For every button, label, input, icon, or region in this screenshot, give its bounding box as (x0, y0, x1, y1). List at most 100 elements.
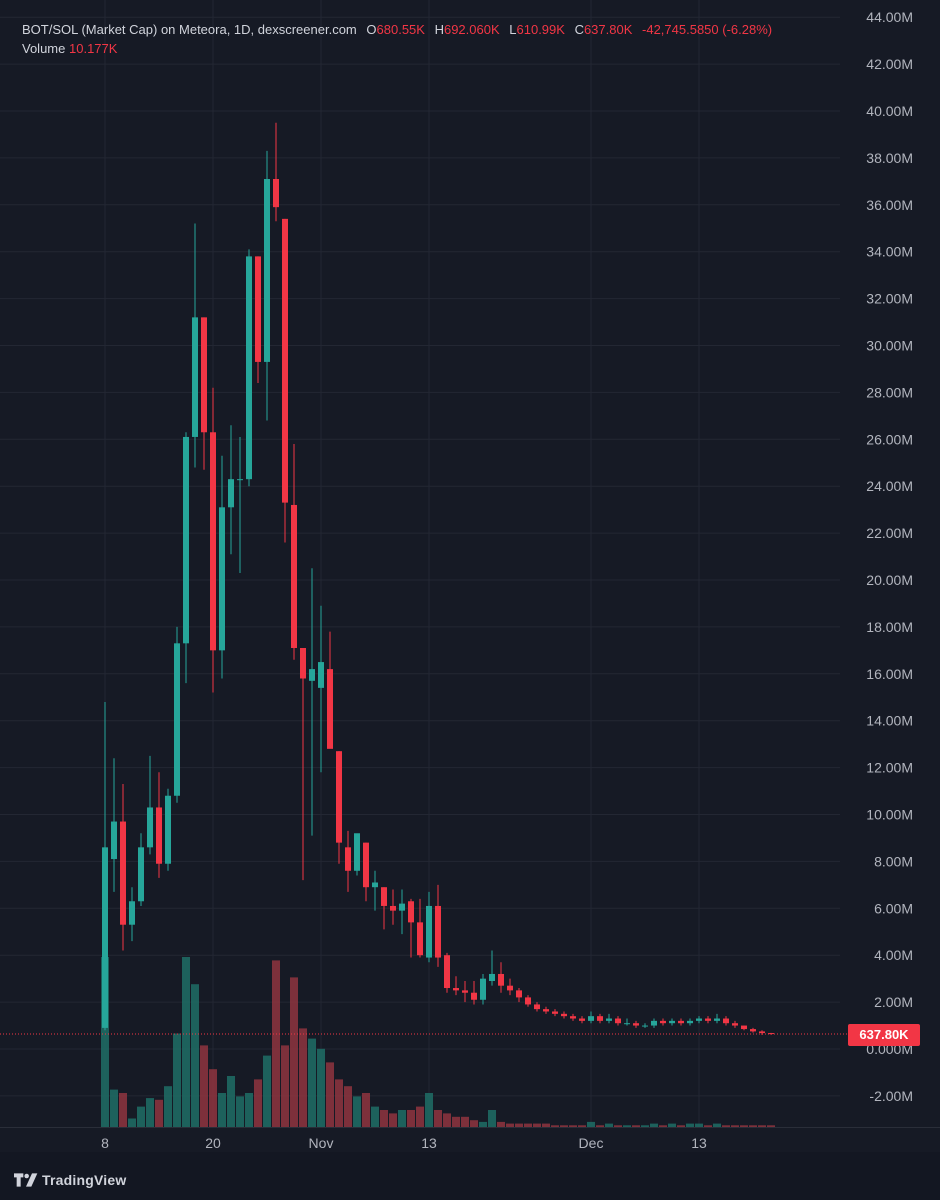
legend-close-value: 637.80K (583, 22, 633, 37)
candle-body[interactable] (489, 973, 495, 981)
candle-body[interactable] (237, 479, 243, 481)
candle-body[interactable] (669, 1020, 675, 1024)
candle-body[interactable] (597, 1016, 603, 1021)
price-axis-label: 8.00M (874, 853, 913, 869)
price-axis-label: 32.00M (866, 291, 913, 307)
time-axis-label: 20 (205, 1135, 221, 1151)
candle-body[interactable] (102, 847, 108, 1028)
legend-symbol[interactable]: BOT/SOL (Market Cap) on Meteora, 1D, dex… (22, 22, 357, 37)
candle-body[interactable] (372, 882, 378, 888)
volume-bar (668, 1123, 676, 1127)
candle-body[interactable] (174, 643, 180, 796)
candle-body[interactable] (570, 1016, 576, 1019)
candle-body[interactable] (471, 992, 477, 1000)
candle-body[interactable] (588, 1016, 594, 1021)
candle-body[interactable] (210, 432, 216, 651)
volume-bar (596, 1125, 604, 1127)
candle-body[interactable] (381, 887, 387, 906)
candle-body[interactable] (696, 1018, 702, 1021)
candle-body[interactable] (633, 1023, 639, 1026)
candle-body[interactable] (741, 1025, 747, 1030)
candle-body[interactable] (273, 179, 279, 208)
footer-bar (0, 1152, 940, 1200)
candle-body[interactable] (255, 256, 261, 362)
tradingview-brand[interactable]: TradingView (14, 1168, 126, 1192)
candle-body[interactable] (120, 821, 126, 925)
candle-body[interactable] (723, 1018, 729, 1024)
candle-body[interactable] (291, 504, 297, 649)
candle-body[interactable] (129, 901, 135, 925)
volume-bar (164, 1086, 172, 1127)
candle-body[interactable] (759, 1031, 765, 1034)
candle-body[interactable] (327, 669, 333, 749)
candle-body[interactable] (453, 988, 459, 991)
price-axis-label: 18.00M (866, 619, 913, 635)
candle-body[interactable] (561, 1013, 567, 1017)
candle-body[interactable] (318, 662, 324, 688)
candle-body[interactable] (579, 1018, 585, 1021)
candle-body[interactable] (480, 978, 486, 1000)
candle-body[interactable] (651, 1020, 657, 1026)
candle-body[interactable] (435, 905, 441, 958)
candle-body[interactable] (192, 317, 198, 437)
candle-body[interactable] (624, 1023, 630, 1025)
volume-bar (722, 1125, 730, 1127)
candle-body[interactable] (363, 842, 369, 888)
candle-body[interactable] (732, 1023, 738, 1026)
candle-body[interactable] (462, 990, 468, 993)
time-axis[interactable]: 8 20 Nov 13 Dec 13 (101, 1135, 707, 1151)
candle-body[interactable] (282, 218, 288, 503)
chart-legend: BOT/SOL (Market Cap) on Meteora, 1D, dex… (22, 20, 772, 58)
candle-body[interactable] (156, 807, 162, 864)
candle-body[interactable] (264, 179, 270, 362)
volume-bar (308, 1038, 316, 1127)
candle-body[interactable] (111, 821, 117, 860)
candle-body[interactable] (714, 1018, 720, 1021)
candle-body[interactable] (525, 997, 531, 1005)
candle-body[interactable] (345, 847, 351, 871)
candle-body[interactable] (300, 648, 306, 679)
candle-body[interactable] (642, 1025, 648, 1027)
candle-layer (102, 122, 774, 1035)
candle-body[interactable] (201, 317, 207, 433)
candle-body[interactable] (615, 1018, 621, 1024)
candle-body[interactable] (705, 1018, 711, 1021)
candle-body[interactable] (678, 1020, 684, 1024)
candle-body[interactable] (552, 1011, 558, 1014)
price-axis-label: 22.00M (866, 525, 913, 541)
candle-body[interactable] (354, 833, 360, 871)
candle-body[interactable] (219, 507, 225, 651)
candle-body[interactable] (534, 1004, 540, 1010)
candle-body[interactable] (426, 905, 432, 958)
candle-body[interactable] (183, 436, 189, 644)
candle-body[interactable] (417, 922, 423, 956)
candle-body[interactable] (543, 1009, 549, 1012)
price-axis[interactable]: 44.00M 42.00M 40.00M 38.00M 36.00M 34.00M 32.0… (866, 9, 913, 1104)
candle-body[interactable] (228, 479, 234, 508)
volume-bar (461, 1116, 469, 1127)
candle-body[interactable] (516, 990, 522, 998)
candle-body[interactable] (390, 905, 396, 911)
candle-body[interactable] (750, 1029, 756, 1032)
candle-body[interactable] (138, 847, 144, 902)
candle-body[interactable] (507, 985, 513, 991)
candle-body[interactable] (606, 1018, 612, 1021)
candle-body[interactable] (336, 751, 342, 843)
candle-body[interactable] (687, 1020, 693, 1024)
candle-body[interactable] (408, 901, 414, 923)
candle-body[interactable] (165, 795, 171, 864)
legend-volume-label[interactable]: Volume (22, 41, 66, 56)
candle-body[interactable] (246, 256, 252, 480)
price-axis-label: 4.00M (874, 947, 913, 963)
candle-body[interactable] (498, 973, 504, 986)
time-axis-label: 13 (691, 1135, 707, 1151)
candle-body[interactable] (660, 1020, 666, 1024)
candle-body[interactable] (309, 669, 315, 681)
candle-body[interactable] (399, 903, 405, 911)
volume-bar (767, 1125, 775, 1127)
time-axis-label: Dec (579, 1135, 604, 1151)
candle-body[interactable] (147, 807, 153, 848)
candle-body[interactable] (444, 955, 450, 989)
